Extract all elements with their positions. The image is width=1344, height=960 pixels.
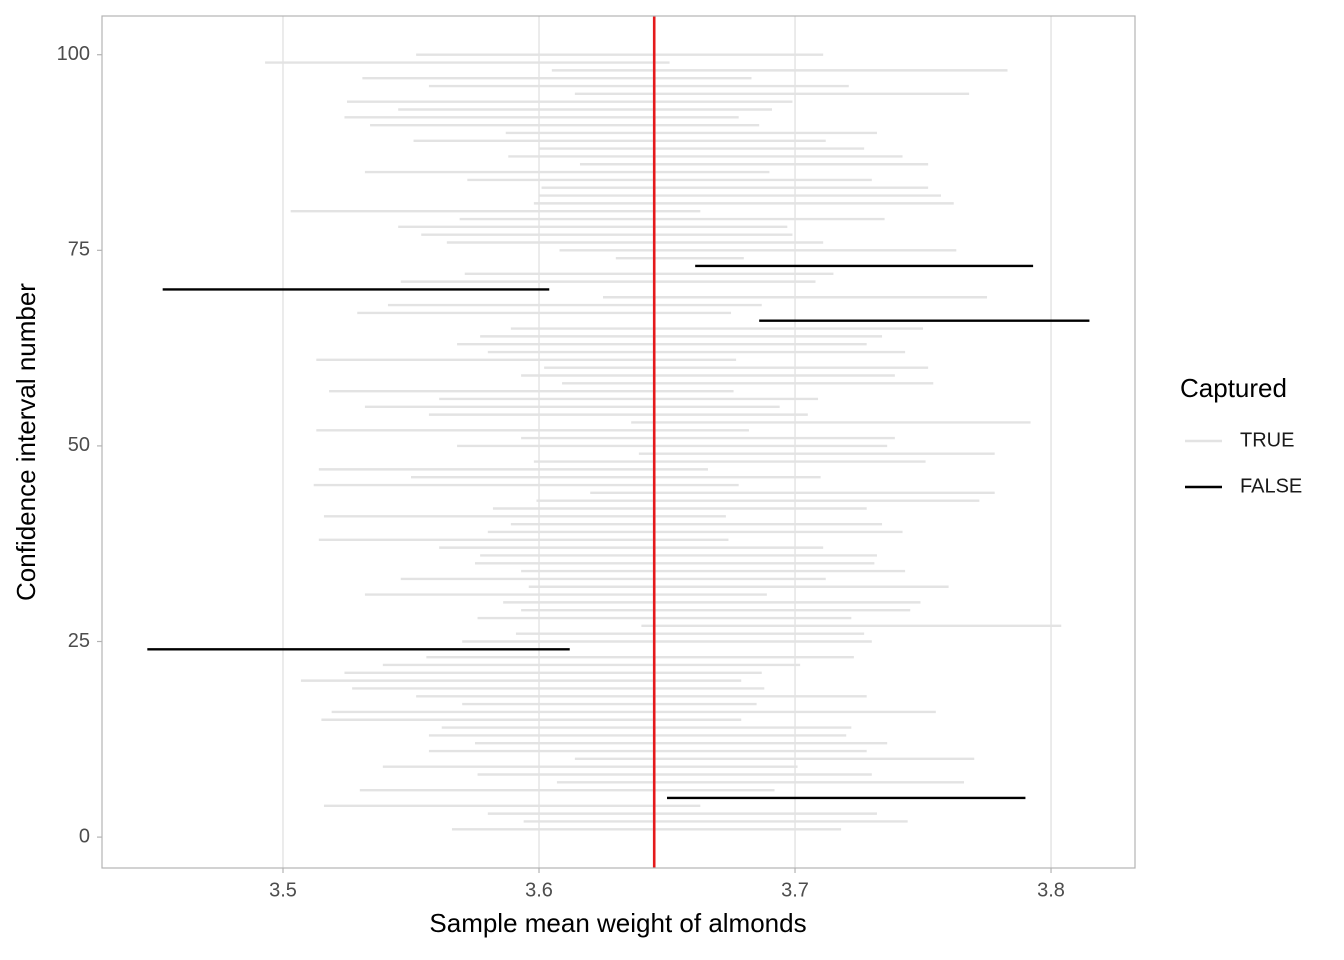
grid	[282, 16, 1052, 868]
y-axis-title: Confidence interval number	[11, 283, 41, 601]
x-tick-label: 3.7	[781, 879, 809, 901]
y-tick-label: 0	[79, 825, 90, 847]
y-tick-label: 50	[68, 434, 90, 456]
x-tick-label: 3.8	[1037, 879, 1065, 901]
legend-label: FALSE	[1240, 475, 1302, 497]
x-tick-label: 3.5	[269, 879, 297, 901]
legend: TRUE FALSE	[1185, 429, 1302, 497]
y-tick-label: 75	[68, 239, 90, 261]
panel-border	[101, 15, 1136, 869]
panel-background	[102, 16, 1135, 868]
legend-label: TRUE	[1240, 429, 1294, 451]
marks	[147, 16, 1090, 868]
y-tick-label: 100	[57, 43, 90, 65]
x-axis-title: Sample mean weight of almonds	[429, 908, 806, 938]
legend-title: Captured	[1180, 373, 1287, 403]
x-tick-label: 3.6	[525, 879, 553, 901]
y-tick-label: 25	[68, 630, 90, 652]
